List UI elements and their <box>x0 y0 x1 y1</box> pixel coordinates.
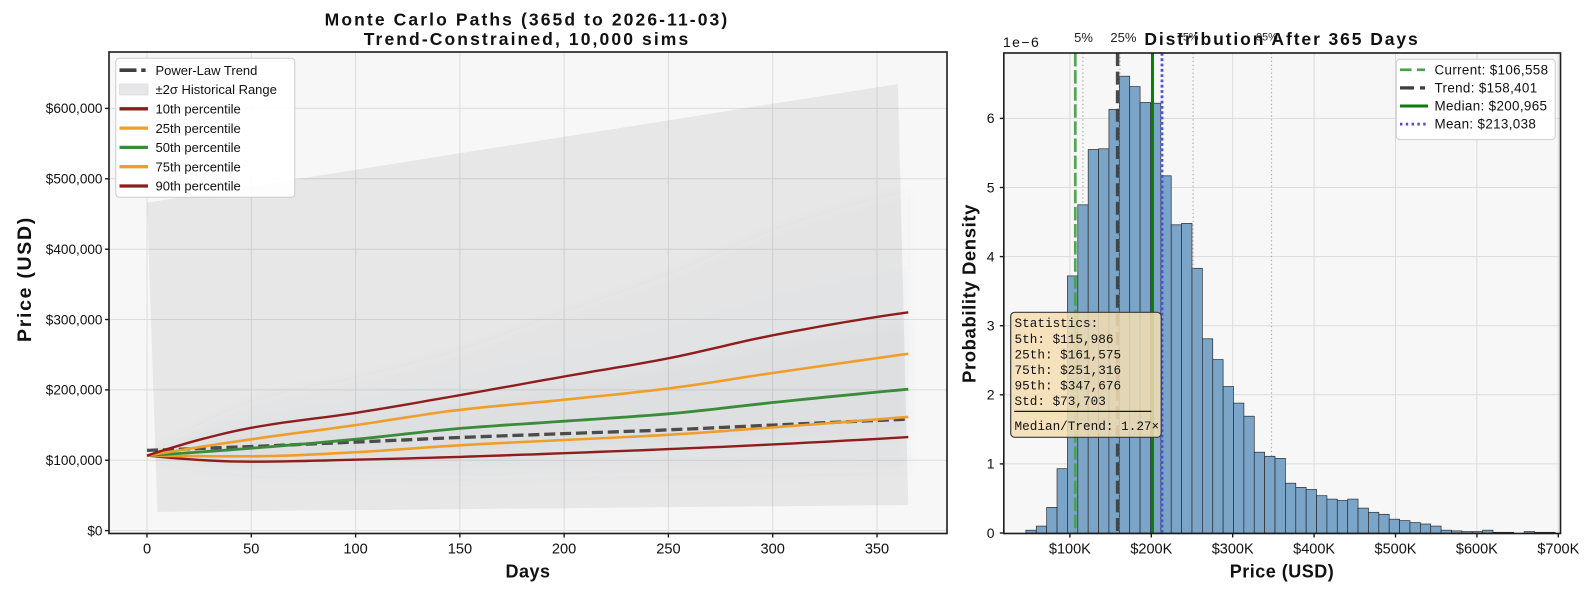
svg-text:2: 2 <box>987 387 995 403</box>
svg-text:Current: $106,558: Current: $106,558 <box>1435 62 1549 77</box>
svg-text:25th percentile: 25th percentile <box>156 121 241 136</box>
svg-text:Probability Density: Probability Density <box>959 204 980 383</box>
svg-text:0: 0 <box>987 525 995 541</box>
svg-text:Price (USD): Price (USD) <box>1230 562 1335 582</box>
svg-text:90th percentile: 90th percentile <box>156 179 241 194</box>
svg-text:6: 6 <box>987 110 995 126</box>
svg-text:Median: $200,965: Median: $200,965 <box>1435 99 1548 114</box>
svg-text:50: 50 <box>243 542 259 558</box>
svg-text:250: 250 <box>656 542 680 558</box>
svg-text:Trend-Constrained, 10,000 sims: Trend-Constrained, 10,000 sims <box>364 29 691 49</box>
svg-text:$300K: $300K <box>1212 542 1254 558</box>
svg-text:0: 0 <box>143 542 151 558</box>
svg-text:5: 5 <box>987 179 995 195</box>
svg-text:150: 150 <box>448 542 472 558</box>
svg-text:$400K: $400K <box>1293 542 1335 558</box>
svg-text:$0: $0 <box>87 523 103 538</box>
svg-text:$100K: $100K <box>1049 542 1091 558</box>
svg-text:$600,000: $600,000 <box>46 101 103 116</box>
svg-text:95%: 95% <box>1256 31 1278 43</box>
svg-text:$400,000: $400,000 <box>46 242 103 257</box>
svg-text:Mean: $213,038: Mean: $213,038 <box>1435 117 1537 132</box>
svg-text:75th: $251,316: 75th: $251,316 <box>1015 363 1122 378</box>
svg-text:$600K: $600K <box>1456 542 1498 558</box>
svg-text:10th percentile: 10th percentile <box>156 102 241 117</box>
svg-text:25%: 25% <box>1110 30 1136 45</box>
svg-text:$200K: $200K <box>1130 542 1172 558</box>
svg-text:Statistics:: Statistics: <box>1015 316 1099 331</box>
svg-text:Distribution After 365 Days: Distribution After 365 Days <box>1144 29 1419 49</box>
svg-text:5th: $115,986: 5th: $115,986 <box>1015 332 1114 347</box>
svg-text:$100,000: $100,000 <box>46 453 103 468</box>
svg-text:200: 200 <box>552 542 576 558</box>
svg-text:±2σ Historical Range: ±2σ Historical Range <box>156 82 277 97</box>
svg-text:50th percentile: 50th percentile <box>156 140 241 155</box>
svg-text:$500K: $500K <box>1375 542 1417 558</box>
svg-text:300: 300 <box>761 542 785 558</box>
svg-text:Trend: $158,401: Trend: $158,401 <box>1435 80 1538 95</box>
svg-text:1: 1 <box>987 456 995 472</box>
svg-text:4: 4 <box>987 248 995 264</box>
svg-text:$500,000: $500,000 <box>46 172 103 187</box>
svg-text:Median/Trend: 1.27×: Median/Trend: 1.27× <box>1015 419 1160 434</box>
svg-text:Monte Carlo Paths (365d to 202: Monte Carlo Paths (365d to 2026-11-03) <box>325 10 730 30</box>
svg-text:$300,000: $300,000 <box>46 312 103 327</box>
svg-text:350: 350 <box>865 542 889 558</box>
svg-text:$700K: $700K <box>1537 542 1579 558</box>
svg-text:75%: 75% <box>1177 31 1199 43</box>
svg-text:Std: $73,703: Std: $73,703 <box>1015 394 1106 409</box>
svg-text:Power-Law Trend: Power-Law Trend <box>156 63 258 78</box>
svg-text:1e−6: 1e−6 <box>1003 34 1040 50</box>
svg-text:$200,000: $200,000 <box>46 383 103 398</box>
svg-text:75th percentile: 75th percentile <box>156 159 241 174</box>
svg-text:Days: Days <box>505 562 550 582</box>
svg-text:100: 100 <box>343 542 367 558</box>
svg-text:25th: $161,575: 25th: $161,575 <box>1015 347 1122 362</box>
svg-text:5%: 5% <box>1074 30 1093 45</box>
svg-text:Price (USD): Price (USD) <box>14 216 36 342</box>
svg-text:95th: $347,676: 95th: $347,676 <box>1015 379 1122 394</box>
svg-text:3: 3 <box>987 318 995 334</box>
